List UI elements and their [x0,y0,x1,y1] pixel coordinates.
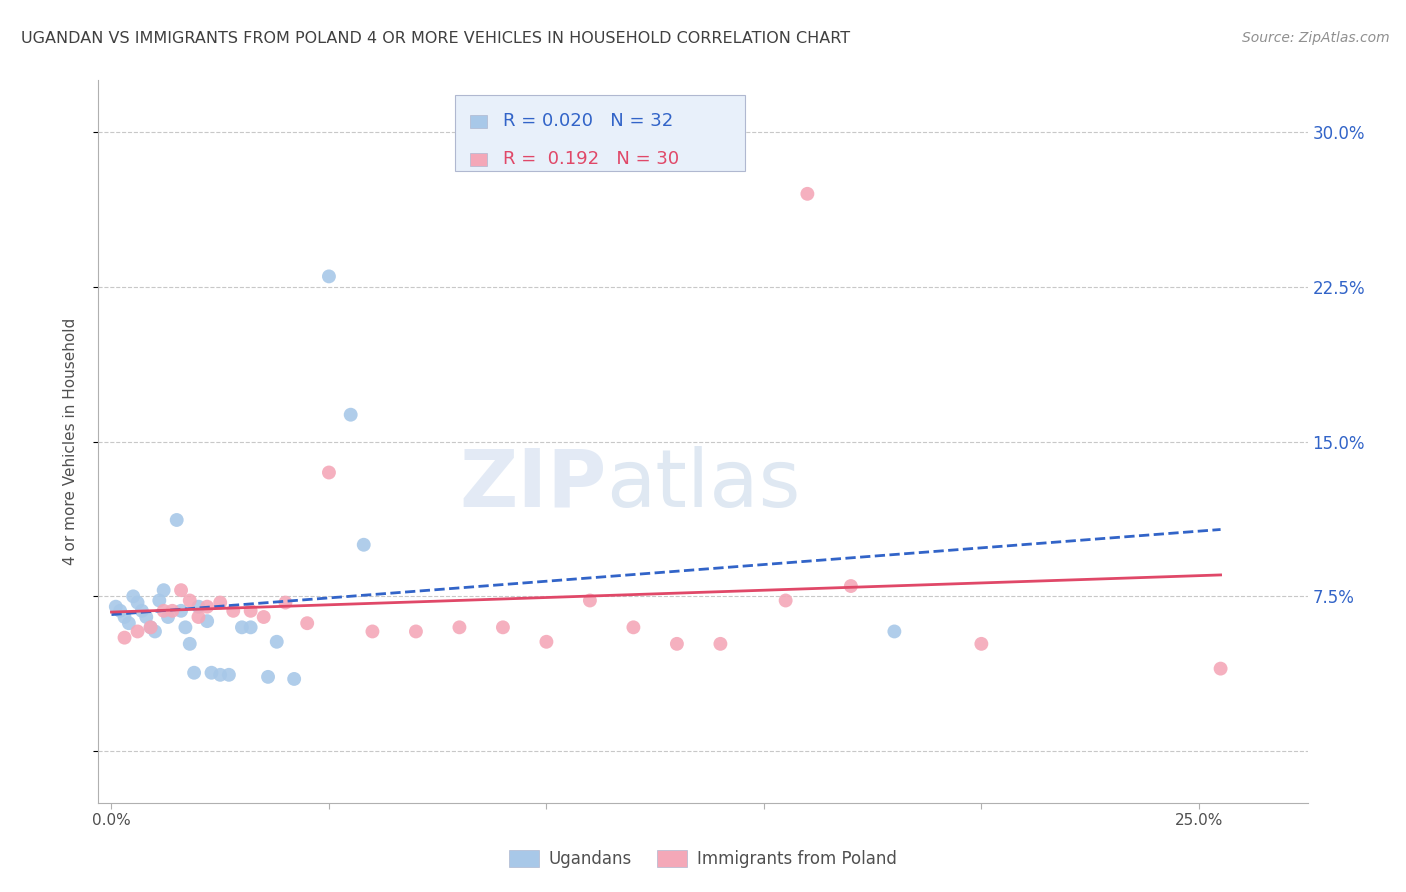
Point [253,610,276,624]
Point [209,596,232,610]
Point [114,610,136,624]
Point [353,538,375,552]
Point [623,620,645,634]
Point [114,631,136,645]
Text: atlas: atlas [606,446,800,524]
Point [239,604,262,618]
Point [283,672,305,686]
Point [135,610,157,624]
Point [195,599,218,614]
Point [361,624,384,639]
Point [218,668,240,682]
Point [492,620,515,634]
Point [139,620,162,634]
Point [257,670,280,684]
Point [222,604,245,618]
Point [174,620,197,634]
Point [162,604,184,618]
Point [118,616,141,631]
Point [295,616,318,631]
Point [579,593,602,607]
Text: Source: ZipAtlas.com: Source: ZipAtlas.com [1241,31,1389,45]
Point [108,604,131,618]
Point [239,620,262,634]
FancyBboxPatch shape [456,95,745,170]
Point [187,599,209,614]
Point [195,614,218,628]
Point [179,593,201,607]
Point [775,593,797,607]
Text: UGANDAN VS IMMIGRANTS FROM POLAND 4 OR MORE VEHICLES IN HOUSEHOLD CORRELATION CH: UGANDAN VS IMMIGRANTS FROM POLAND 4 OR M… [21,31,851,46]
Point [131,604,153,618]
Point [139,620,162,634]
Text: R =  0.192   N = 30: R = 0.192 N = 30 [503,150,679,169]
Point [318,466,340,480]
Point [839,579,862,593]
Point [266,634,288,648]
Point [318,269,340,284]
Point [883,624,905,639]
Point [449,620,471,634]
Point [122,590,145,604]
Point [231,620,253,634]
Point [200,665,222,680]
Point [152,583,174,598]
Point [274,596,297,610]
Point [152,604,174,618]
Legend: Ugandans, Immigrants from Poland: Ugandans, Immigrants from Poland [502,843,904,875]
Point [970,637,993,651]
Point [179,637,201,651]
Point [1209,662,1232,676]
Text: ZIP: ZIP [458,446,606,524]
Point [536,634,558,648]
Point [665,637,688,651]
FancyBboxPatch shape [470,115,486,128]
Point [148,593,170,607]
Point [183,665,205,680]
Point [127,624,149,639]
Point [156,610,179,624]
FancyBboxPatch shape [470,153,486,166]
Point [405,624,427,639]
Y-axis label: 4 or more Vehicles in Household: 4 or more Vehicles in Household [63,318,77,566]
Point [339,408,361,422]
Point [170,604,193,618]
Point [209,668,232,682]
Point [166,513,188,527]
Point [709,637,731,651]
Text: R = 0.020   N = 32: R = 0.020 N = 32 [503,112,673,130]
Point [170,583,193,598]
Point [796,186,818,201]
Point [187,610,209,624]
Point [104,599,127,614]
Point [143,624,166,639]
Point [127,596,149,610]
